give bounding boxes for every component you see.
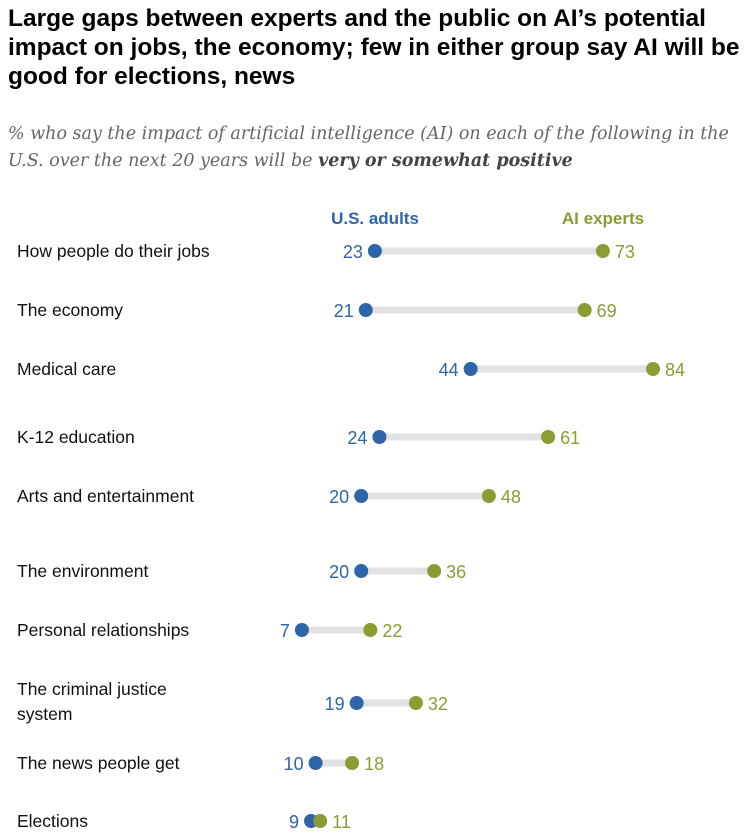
ai-experts-dot — [427, 564, 442, 578]
ai-experts-dot — [345, 756, 360, 770]
subtitle-emphasis: very or somewhat positive — [318, 151, 573, 171]
ai-experts-dot — [577, 303, 592, 317]
subtitle-text: % who say the impact of artificial intel… — [8, 124, 729, 171]
ai-experts-value: 11 — [332, 812, 351, 832]
us-adults-value: 24 — [347, 428, 367, 448]
us-adults-dot — [463, 362, 478, 376]
ai-experts-value: 18 — [364, 754, 384, 774]
ai-experts-dot — [313, 814, 328, 828]
us-adults-dot — [354, 489, 369, 503]
ai-experts-value: 32 — [428, 694, 448, 714]
us-adults-value: 10 — [284, 754, 304, 774]
us-adults-value: 20 — [329, 487, 349, 507]
us-adults-value: 19 — [325, 694, 345, 714]
us-adults-value: 21 — [334, 301, 354, 321]
ai-experts-value: 69 — [597, 301, 617, 321]
ai-experts-value: 22 — [382, 621, 402, 641]
us-adults-value: 9 — [289, 812, 299, 832]
ai-experts-dot — [595, 244, 610, 258]
us-adults-value: 7 — [280, 621, 290, 641]
chart-subtitle: % who say the impact of artificial intel… — [8, 121, 743, 175]
us-adults-dot — [372, 430, 387, 444]
us-adults-dot — [349, 696, 364, 710]
category-label: Arts and entertainment — [17, 486, 194, 506]
us-adults-dot — [367, 244, 382, 258]
ai-experts-dot — [408, 696, 423, 710]
us-adults-dot — [358, 303, 373, 317]
ai-experts-value: 48 — [501, 487, 521, 507]
ai-experts-dot — [541, 430, 556, 444]
category-label: The news people get — [17, 753, 180, 773]
category-label: Medical care — [17, 359, 116, 379]
chart-title: Large gaps between experts and the publi… — [8, 5, 740, 90]
us-adults-dot — [294, 623, 309, 637]
us-adults-value: 44 — [439, 360, 459, 380]
us-adults-dot — [354, 564, 369, 578]
category-label: K-12 education — [17, 427, 135, 447]
legend-us-adults: U.S. adults — [331, 209, 419, 228]
category-label: How people do their jobs — [17, 241, 210, 261]
category-label: The criminal justice — [17, 679, 167, 699]
ai-experts-value: 84 — [665, 360, 685, 380]
ai-experts-dot — [363, 623, 378, 637]
legend-ai-experts: AI experts — [562, 209, 644, 228]
category-label: system — [17, 704, 72, 724]
ai-experts-value: 73 — [615, 242, 635, 262]
ai-experts-value: 61 — [560, 428, 580, 448]
ai-experts-dot — [646, 362, 661, 376]
us-adults-value: 20 — [329, 562, 349, 582]
category-label: The economy — [17, 300, 123, 320]
ai-experts-value: 36 — [446, 562, 466, 582]
category-label: Personal relationships — [17, 620, 189, 640]
category-label: Elections — [17, 811, 88, 831]
category-label: The environment — [17, 561, 148, 581]
ai-experts-dot — [481, 489, 496, 503]
us-adults-value: 23 — [343, 242, 363, 262]
us-adults-dot — [308, 756, 323, 770]
